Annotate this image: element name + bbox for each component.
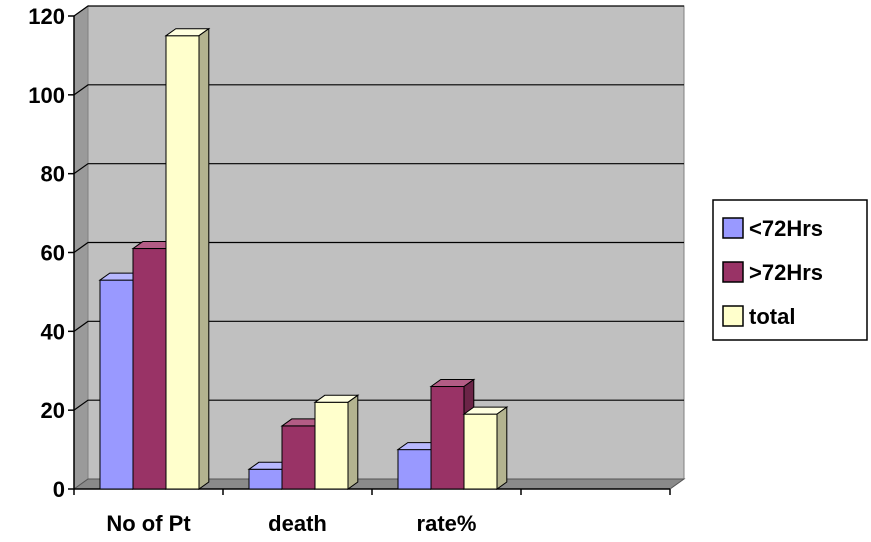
bar — [430, 386, 465, 490]
x-category-label: death — [268, 511, 327, 536]
gridline — [73, 163, 684, 175]
bar-side — [347, 394, 359, 490]
bar — [248, 468, 283, 490]
y-tick-label: 60 — [41, 241, 65, 266]
bar-side — [198, 27, 210, 490]
y-tick-label: 120 — [28, 4, 65, 29]
legend: <72Hrs >72Hrs total — [712, 199, 868, 341]
gridline — [73, 399, 684, 411]
bar — [397, 449, 432, 490]
bar — [165, 35, 200, 490]
y-tick-label: 20 — [41, 398, 65, 423]
bar — [132, 248, 167, 490]
gridline — [73, 241, 684, 253]
legend-label: total — [749, 304, 795, 329]
bars — [98, 27, 509, 490]
bar-side — [496, 406, 508, 490]
gridline — [73, 320, 684, 332]
bar — [314, 401, 349, 490]
legend-label: <72Hrs — [749, 216, 823, 241]
legend-swatch — [722, 261, 744, 283]
legend-swatch — [722, 305, 744, 327]
y-tick-label: 80 — [41, 162, 65, 187]
gridline — [73, 5, 684, 17]
legend-swatch — [722, 217, 744, 239]
gridline — [73, 84, 684, 96]
x-category-label: No of Pt — [106, 511, 191, 536]
x-category-label: rate% — [417, 511, 477, 536]
labels: 0 20 40 60 80 100 120 No of Pt death rate% — [28, 4, 476, 536]
bar — [281, 425, 316, 490]
bar — [463, 413, 498, 490]
y-tick-label: 100 — [28, 83, 65, 108]
y-tick-label: 40 — [41, 319, 65, 344]
y-tick-label: 0 — [53, 477, 65, 502]
bar — [99, 279, 134, 490]
legend-label: >72Hrs — [749, 260, 823, 285]
